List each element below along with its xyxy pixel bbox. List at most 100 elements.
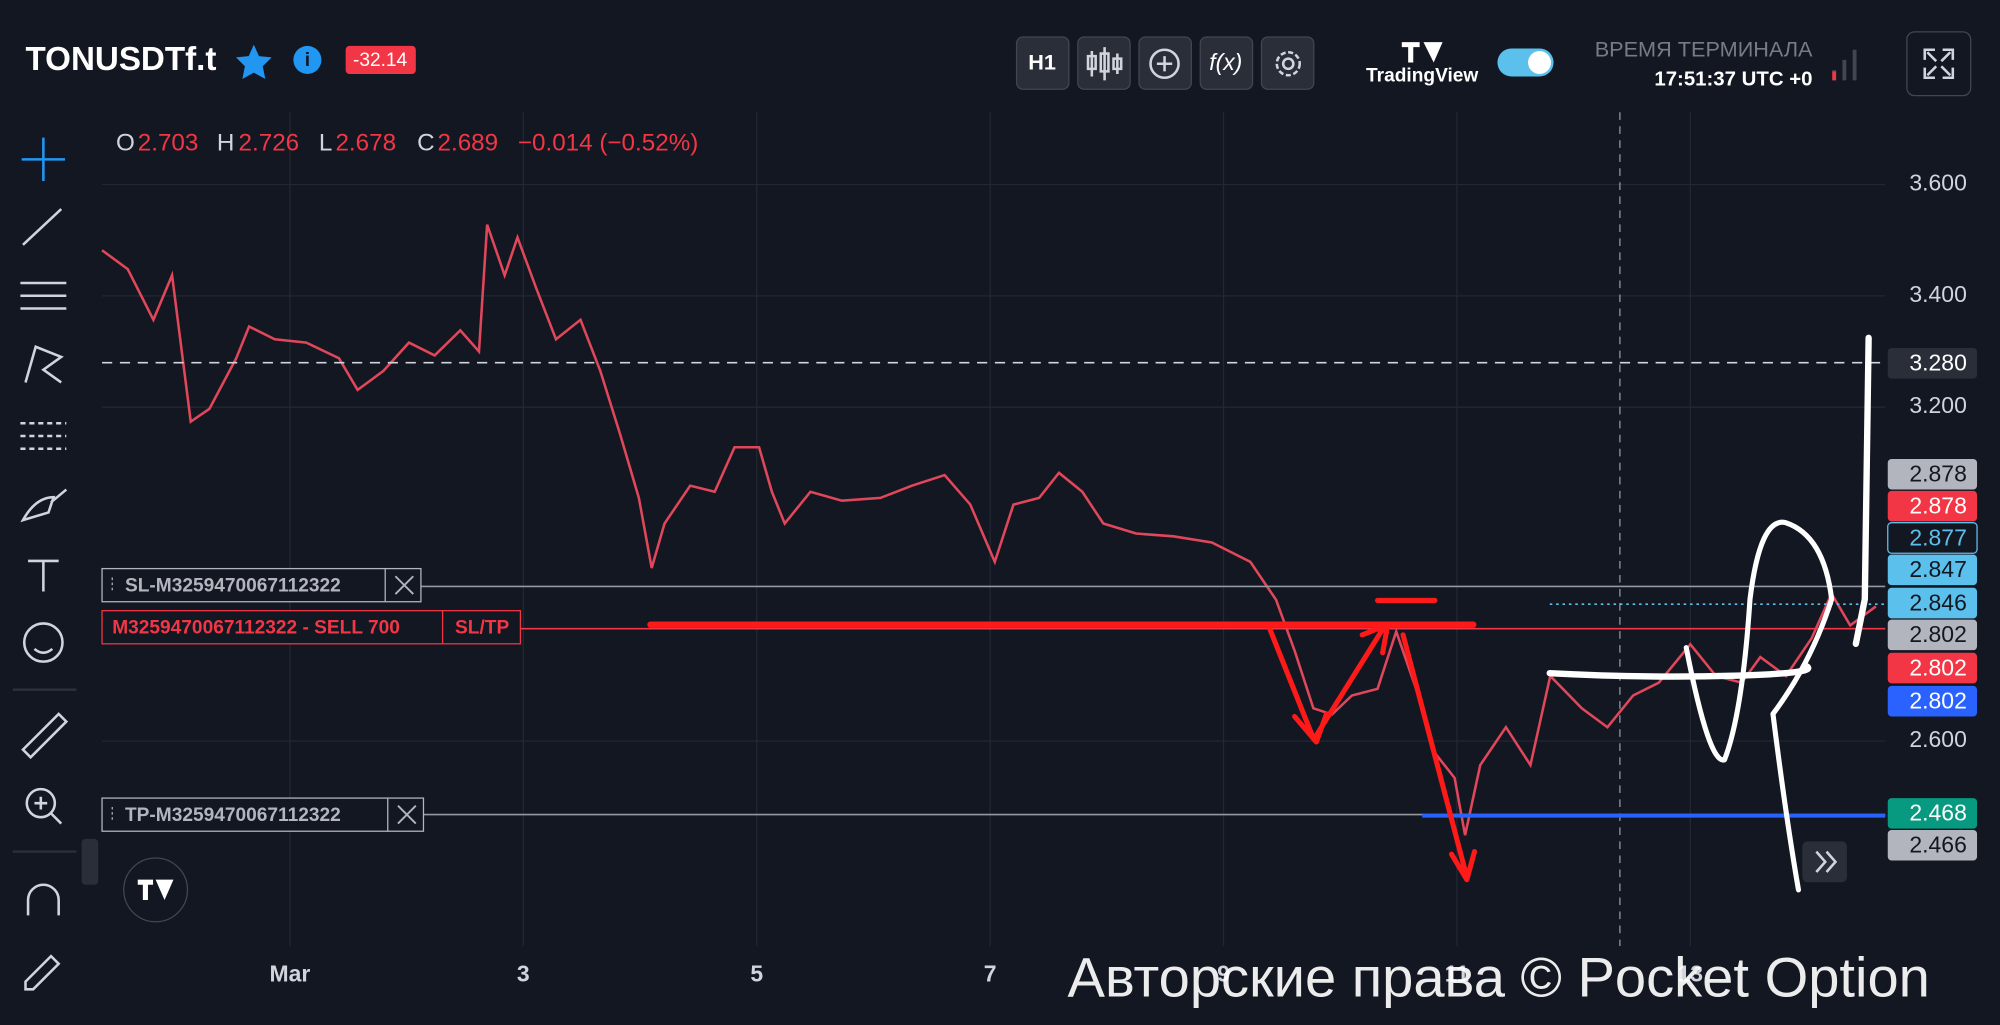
info-icon[interactable] [293,45,322,74]
order-close[interactable] [397,805,417,825]
ohlc: O 2.703 H 2.726 L 2.678 C 2.689 −0.014 (… [116,129,698,156]
drawn-line [1546,662,1812,680]
zoom-tool[interactable] [25,787,57,819]
price-label-bg [1887,554,1978,586]
scroll-icon [1815,850,1838,873]
x-tick-label: 13 [1678,960,1704,986]
price-label: 3.280 [1909,350,1966,376]
price-label-bg [1887,829,1978,861]
fullscreen-icon [1923,48,1955,80]
pattern-tool[interactable] [24,345,64,384]
emoji-smile [33,647,54,655]
magnet-tool[interactable] [26,883,60,916]
timeframe-button[interactable] [1015,36,1070,90]
order-label: M3259470067112322 - SELL 700 [112,618,400,639]
price-label-bg [1887,522,1978,554]
price-label: 2.878 [1909,492,1966,518]
price-label-bg [1887,490,1978,522]
add-icon-plus [1156,56,1173,72]
terminal-time: 17:51:37 UTC +0 [1654,69,1812,91]
x-tick-label: 11 [1445,960,1469,986]
fullscreen-button[interactable] [1906,31,1972,97]
y-tick-label: 3.600 [1909,170,1966,196]
order-label: TP-M3259470067112322 [125,805,341,826]
price-label: 2.468 [1909,800,1966,826]
emoji-tool[interactable] [22,622,64,663]
ohlc-value: 2.726 [239,129,300,156]
ohlc-label: O [116,129,135,156]
crosshair-tool[interactable] [21,137,66,182]
tv-badge-logo [137,879,174,901]
price-label: 2.466 [1909,832,1966,858]
y-tick-label: 3.400 [1909,281,1966,307]
annotations [647,334,1872,893]
fib-tool[interactable] [20,281,67,310]
brush-tool[interactable] [20,488,68,523]
price-label-bg [1887,458,1978,490]
settings-button[interactable] [1260,36,1315,90]
ohlc-label: L [319,129,332,156]
ruler-tool[interactable] [21,712,69,760]
price-axis: 3.600 3.400 3.200 2.600 Mar 3 5 7 9 11 13 3.280 2.87… [270,170,1978,986]
gear-center [1281,57,1295,71]
toolbar [12,137,99,991]
order-close[interactable] [394,575,414,595]
ohlc-value: 2.689 [438,129,499,156]
watermark: Авторские права © Pocket Option [1068,945,1930,1008]
symbol: TONUSDTf.t [26,41,217,78]
collapse-toolbar[interactable] [81,838,99,885]
order-button[interactable]: SL/TP [455,618,509,639]
fx-icon: f(x) [1209,49,1242,75]
timeframe: H1 [1028,49,1056,74]
ohlc-label: C [417,129,435,156]
functions-button[interactable] [1199,36,1254,90]
price-label: 2.802 [1909,621,1966,647]
prediction-tool[interactable] [20,421,67,451]
lock-drawing-tool[interactable] [24,954,61,991]
y-tick-label: 2.600 [1909,726,1966,752]
y-tick-label: 3.200 [1909,392,1966,418]
change-badge: -32.14 [353,50,408,71]
drawn-scribble [1683,519,1835,893]
ohlc-label: H [217,129,235,156]
price-line [101,224,1877,836]
ohlc-value: 2.703 [138,129,199,156]
order-tag [101,610,522,645]
zoom-icon [34,796,63,825]
terminal-time-label: ВРЕМЯ ТЕРМИНАЛА [1595,37,1813,62]
chart-type-icon [1086,47,1123,81]
drawn-arrows [1266,622,1478,883]
x-tick-label: Mar [270,960,311,986]
x-tick-label: 9 [1217,960,1230,986]
price-label: 2.847 [1909,556,1966,582]
brand: TradingView [1366,66,1478,87]
toggle-knob [1528,50,1552,74]
price-label: 2.878 [1909,461,1966,487]
line-tool[interactable] [22,208,63,246]
x-tick-label: 7 [984,960,997,986]
price-label: 2.877 [1909,524,1966,550]
drawn-arrow-up [1852,334,1872,647]
favorite-star[interactable] [235,44,272,80]
x-tick-label: 3 [517,960,530,986]
order-label: SL-M3259470067112322 [125,575,341,596]
price-label-bg [1887,348,1978,379]
price-label-bg [1887,619,1978,651]
order-tag [101,567,422,603]
orders: SL-M3259470067112322 M3259470067112322 - … [101,567,522,832]
info-i: i [305,50,310,71]
price-label-bg [1887,652,1978,684]
price-label: 2.846 [1909,589,1966,615]
add-icon [1149,48,1180,80]
text-tool[interactable] [28,559,59,592]
ohlc-change: −0.014 (−0.52%) [518,129,698,156]
change-badge-bg [345,45,416,74]
price-label: 2.802 [1909,654,1966,680]
price-label-bg [1887,587,1978,619]
price-label: 2.802 [1909,688,1966,714]
ohlc-value: 2.678 [335,129,396,156]
tv-logo [1401,42,1443,63]
price-label-bg [1887,798,1978,829]
